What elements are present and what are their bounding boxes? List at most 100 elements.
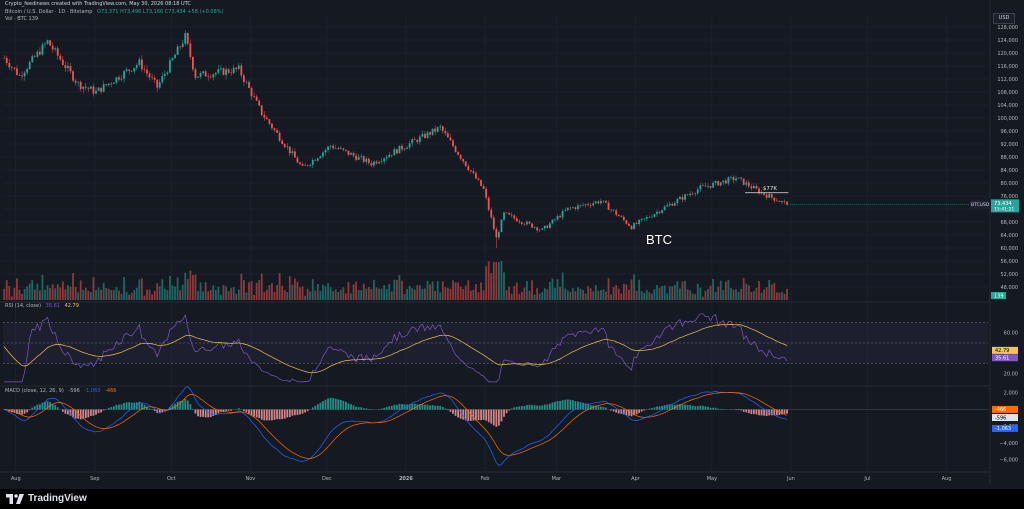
volume-bar <box>617 288 620 300</box>
volume-bar <box>31 280 34 300</box>
macd-histogram-bar <box>584 403 587 410</box>
candle-body <box>23 72 26 77</box>
volume-legend[interactable]: Vol · BTC 139 <box>5 16 39 22</box>
candle-body <box>737 177 740 179</box>
volume-bar <box>763 289 765 300</box>
candle-body <box>602 200 605 202</box>
volume-bar <box>342 287 345 300</box>
macd-histogram-bar <box>237 408 240 410</box>
price-tag-symbol: BTCUSD <box>971 202 990 208</box>
macd-histogram-bar <box>181 400 184 410</box>
macd-histogram-bar <box>383 407 386 410</box>
macd-histogram-bar <box>704 406 707 410</box>
volume-bar <box>255 282 258 300</box>
volume-bar <box>367 287 370 300</box>
candle-body <box>253 96 255 97</box>
macd-histogram-bar <box>668 404 671 410</box>
candle-body <box>673 203 676 206</box>
candle-body <box>546 225 549 228</box>
candle-body <box>584 204 587 206</box>
volume-bar <box>26 286 29 300</box>
volume-bar <box>373 279 375 300</box>
candle-body <box>148 73 151 78</box>
time-axis[interactable]: Aug Sep Oct Nov Dec 2026 Feb Mar Apr May Jun Jul Aug <box>0 471 990 482</box>
volume-bar <box>278 272 281 300</box>
time-tick-label: Jul <box>863 476 870 482</box>
macd-histogram-bar <box>750 409 753 415</box>
macd-histogram-bar <box>467 409 470 421</box>
volume-bar <box>171 285 174 300</box>
volume-bar <box>449 288 452 300</box>
volume-bar <box>531 280 533 300</box>
macd-histogram-bar <box>39 404 41 410</box>
macd-histogram-bar <box>283 409 286 419</box>
volume-bar <box>350 293 352 300</box>
macd-histogram-bar <box>276 409 278 420</box>
candle-body <box>360 156 363 157</box>
currency-button[interactable]: USD <box>993 13 1015 24</box>
macd-histogram-bar <box>84 409 87 419</box>
rsi-legend[interactable]: RSI (14, close) 35.61 42.79 <box>5 303 82 310</box>
macd-legend[interactable]: MACD (close, 12, 26, 9) -596 -1,063 -466 <box>5 388 119 395</box>
volume-bar <box>584 293 587 300</box>
volume-bar <box>115 287 118 300</box>
tradingview-logo[interactable]: TradingView <box>6 493 87 504</box>
volume-bar <box>745 283 748 300</box>
volume-bar <box>370 288 373 300</box>
volume-bar <box>569 291 572 300</box>
macd-histogram-bar <box>77 409 80 419</box>
macd-histogram-bar <box>401 404 403 410</box>
candle-body <box>355 155 357 160</box>
candle-body <box>393 149 396 156</box>
volume-bar <box>490 273 493 300</box>
candle-body <box>87 87 90 89</box>
volume-bar <box>10 296 13 300</box>
volume-bar <box>768 279 771 300</box>
macd-histogram-bar <box>291 409 294 416</box>
candle-body <box>380 161 383 163</box>
macd-histogram-bar <box>207 409 210 418</box>
volume-bar <box>543 288 546 300</box>
volume-bar <box>416 285 419 300</box>
candle-body <box>549 223 551 228</box>
macd-histogram-bar <box>192 408 194 410</box>
candle-body <box>681 196 684 200</box>
candles[interactable] <box>3 30 788 248</box>
macd-histogram-bar <box>209 409 212 418</box>
macd-histogram-bar <box>179 401 182 410</box>
volume-bar <box>625 284 628 300</box>
price-axis[interactable]: 48,00052,00056,00060,00064,00068,00072,0… <box>989 0 1018 485</box>
candle-body <box>352 153 355 156</box>
macd-histogram-bar <box>153 409 156 411</box>
macd-pane[interactable]: −6,000−4,000−2,00002,000-466-596-1,063 <box>0 385 1018 466</box>
macd-histogram-bar <box>546 404 549 410</box>
macd-histogram-bar <box>689 405 692 410</box>
macd-histogram-bar <box>408 404 411 410</box>
macd-histogram-bar <box>510 408 513 410</box>
candle-body <box>500 219 503 233</box>
candle-body <box>288 146 291 154</box>
volume-bar <box>202 291 204 300</box>
volume-bar <box>243 280 245 300</box>
candle-body <box>225 69 227 75</box>
macd-histogram-bar <box>640 409 643 412</box>
rsi-pane[interactable]: 20.00 40.00 60.00 42.79 35.61 <box>0 301 1018 383</box>
candle-body <box>431 128 434 135</box>
volume-bar <box>69 286 72 300</box>
candle-body <box>54 48 57 50</box>
macd-histogram-bar <box>82 409 85 419</box>
macd-histogram-bar <box>487 409 490 423</box>
time-tick-label: Feb <box>481 476 490 482</box>
symbol-name[interactable]: Bitcoin / U.S. Dollar · 1D · Bitstamp <box>5 9 93 15</box>
symbol-legend[interactable]: Bitcoin / U.S. Dollar · 1D · Bitstamp O7… <box>5 9 226 16</box>
volume-bar <box>294 278 296 300</box>
candle-body <box>115 77 118 83</box>
macd-histogram-bar <box>758 409 760 416</box>
candle-body <box>475 172 477 179</box>
volume-bar <box>536 288 539 300</box>
macd-histogram-bar <box>197 409 199 417</box>
macd-histogram-bar <box>202 409 204 417</box>
macd-histogram-bar <box>314 405 317 410</box>
